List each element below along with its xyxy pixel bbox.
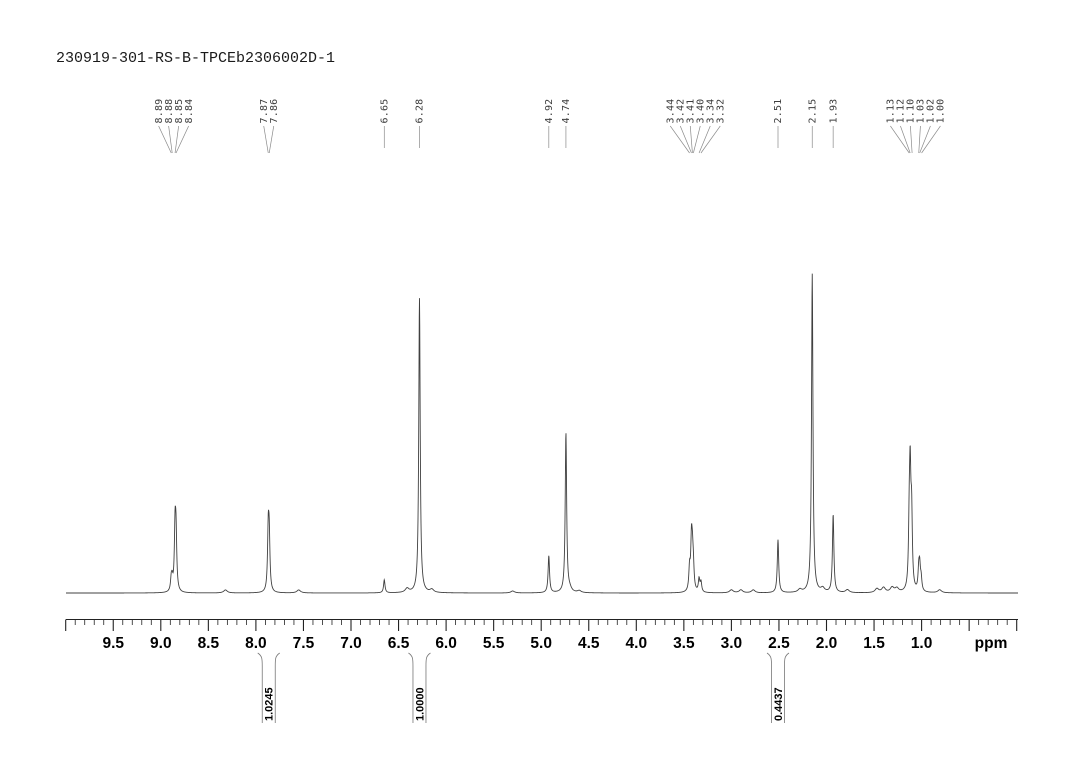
- integral-bracket-left: [408, 652, 414, 723]
- peak-ppm-label: 3.40: [695, 99, 706, 124]
- peak-ppm-label: 6.28: [415, 99, 426, 124]
- axis-tick-label: 7.0: [340, 635, 362, 652]
- axis-tick-label: 6.5: [388, 635, 410, 652]
- peak-label-line: [918, 125, 921, 154]
- peak-label-line: [174, 125, 179, 154]
- peak-ppm-label: 3.34: [705, 99, 716, 124]
- peak-ppm-label: 3.41: [685, 99, 696, 124]
- peak-ppm-label: 4.74: [561, 99, 572, 124]
- peak-label-line: [921, 125, 941, 154]
- integral-bracket-right: [274, 652, 280, 723]
- peak-ppm-label: 1.00: [936, 99, 947, 124]
- ppm-axis: 9.5 9.0 8.5 8.0 7.5 7.0 6.5 6.0 5.5 5.0 4.5 4.0 3.5 3…: [65, 618, 1018, 652]
- axis-tick-label: 4.5: [578, 635, 600, 652]
- integral-bracket-right: [784, 652, 790, 723]
- peak-label-line: [700, 125, 721, 154]
- peak-ppm-label: 1.10: [906, 99, 917, 124]
- peak-label-line: [679, 125, 692, 154]
- peak-ppm-label: 1.03: [916, 99, 927, 124]
- axis-tick-label: 2.0: [816, 635, 838, 652]
- peak-ppm-label: 8.84: [184, 99, 195, 124]
- peak-label-line: [168, 125, 173, 154]
- peak-ppm-label: 2.15: [807, 99, 818, 124]
- integral-value-label: 1.0245: [264, 687, 276, 721]
- peak-ppm-label: 1.12: [896, 99, 907, 124]
- axis-tick-label: 3.5: [673, 635, 695, 652]
- peak-label-line: [268, 125, 275, 154]
- integral-bracket-right: [425, 652, 431, 723]
- axis-tick-label: 1.5: [863, 635, 885, 652]
- axis-unit-label: ppm: [975, 635, 1008, 652]
- integral-bracket-left: [766, 652, 772, 723]
- peak-ppm-label: 2.51: [773, 99, 784, 124]
- peak-label-line: [698, 125, 711, 154]
- axis-tick-label: 1.0: [911, 635, 933, 652]
- axis-tick-label: 4.0: [626, 635, 648, 652]
- peak-label-line: [693, 125, 701, 154]
- axis-tick-label: 9.5: [102, 635, 124, 652]
- spectrum-title: 230919-301-RS-B-TPCEb2306002D-1: [56, 50, 336, 67]
- peak-ppm-label: 4.92: [544, 99, 555, 124]
- integral-bracket: 1.0000: [408, 652, 431, 723]
- peak-ppm-label: 8.85: [174, 99, 185, 124]
- axis-tick-label: 5.5: [483, 635, 505, 652]
- peak-label-line: [890, 125, 910, 154]
- integrals: 1.0245 1.0000 0.4437: [257, 652, 790, 723]
- peak-label-line: [669, 125, 690, 154]
- peak-labels: 8.89 8.88 8.85 8.84 7.87 7.86 6.65 6.28 4.92 4.74…: [154, 99, 947, 154]
- peak-label-line: [689, 125, 693, 154]
- peak-ppm-label: 3.32: [715, 99, 726, 124]
- integral-bracket-left: [257, 652, 263, 723]
- spectrum-trace: [66, 273, 1018, 594]
- peak-ppm-label: 3.42: [675, 99, 686, 124]
- axis-tick-label: 2.5: [768, 635, 790, 652]
- integral-value-label: 0.4437: [773, 687, 785, 721]
- peak-label-line: [158, 125, 172, 154]
- peak-ppm-label: 1.93: [828, 99, 839, 124]
- peak-label-line: [900, 125, 911, 154]
- integral-value-label: 1.0000: [414, 687, 426, 721]
- axis-tick-label: 8.0: [245, 635, 267, 652]
- peak-ppm-label: 1.02: [926, 99, 937, 124]
- axis-tick-label: 8.5: [198, 635, 220, 652]
- peak-ppm-label: 6.65: [379, 99, 390, 124]
- peak-ppm-label: 8.88: [164, 99, 175, 124]
- peak-label-line: [175, 125, 189, 154]
- peak-label-line: [910, 125, 913, 154]
- integral-bracket: 0.4437: [766, 652, 790, 723]
- axis-tick-label: 6.0: [435, 635, 457, 652]
- peak-ppm-label: 3.44: [665, 99, 676, 124]
- axis-tick-label: 9.0: [150, 635, 172, 652]
- peak-label-line: [263, 125, 269, 154]
- peak-ppm-label: 7.86: [269, 99, 280, 124]
- axis-tick-label: 3.0: [721, 635, 743, 652]
- axis-tick-label: 5.0: [530, 635, 552, 652]
- axis-tick-label: 7.5: [293, 635, 315, 652]
- integral-bracket: 1.0245: [257, 652, 280, 723]
- peak-ppm-label: 8.89: [154, 99, 165, 124]
- peak-label-line: [919, 125, 931, 154]
- peak-ppm-label: 1.13: [886, 99, 897, 124]
- peak-ppm-label: 7.87: [259, 99, 270, 124]
